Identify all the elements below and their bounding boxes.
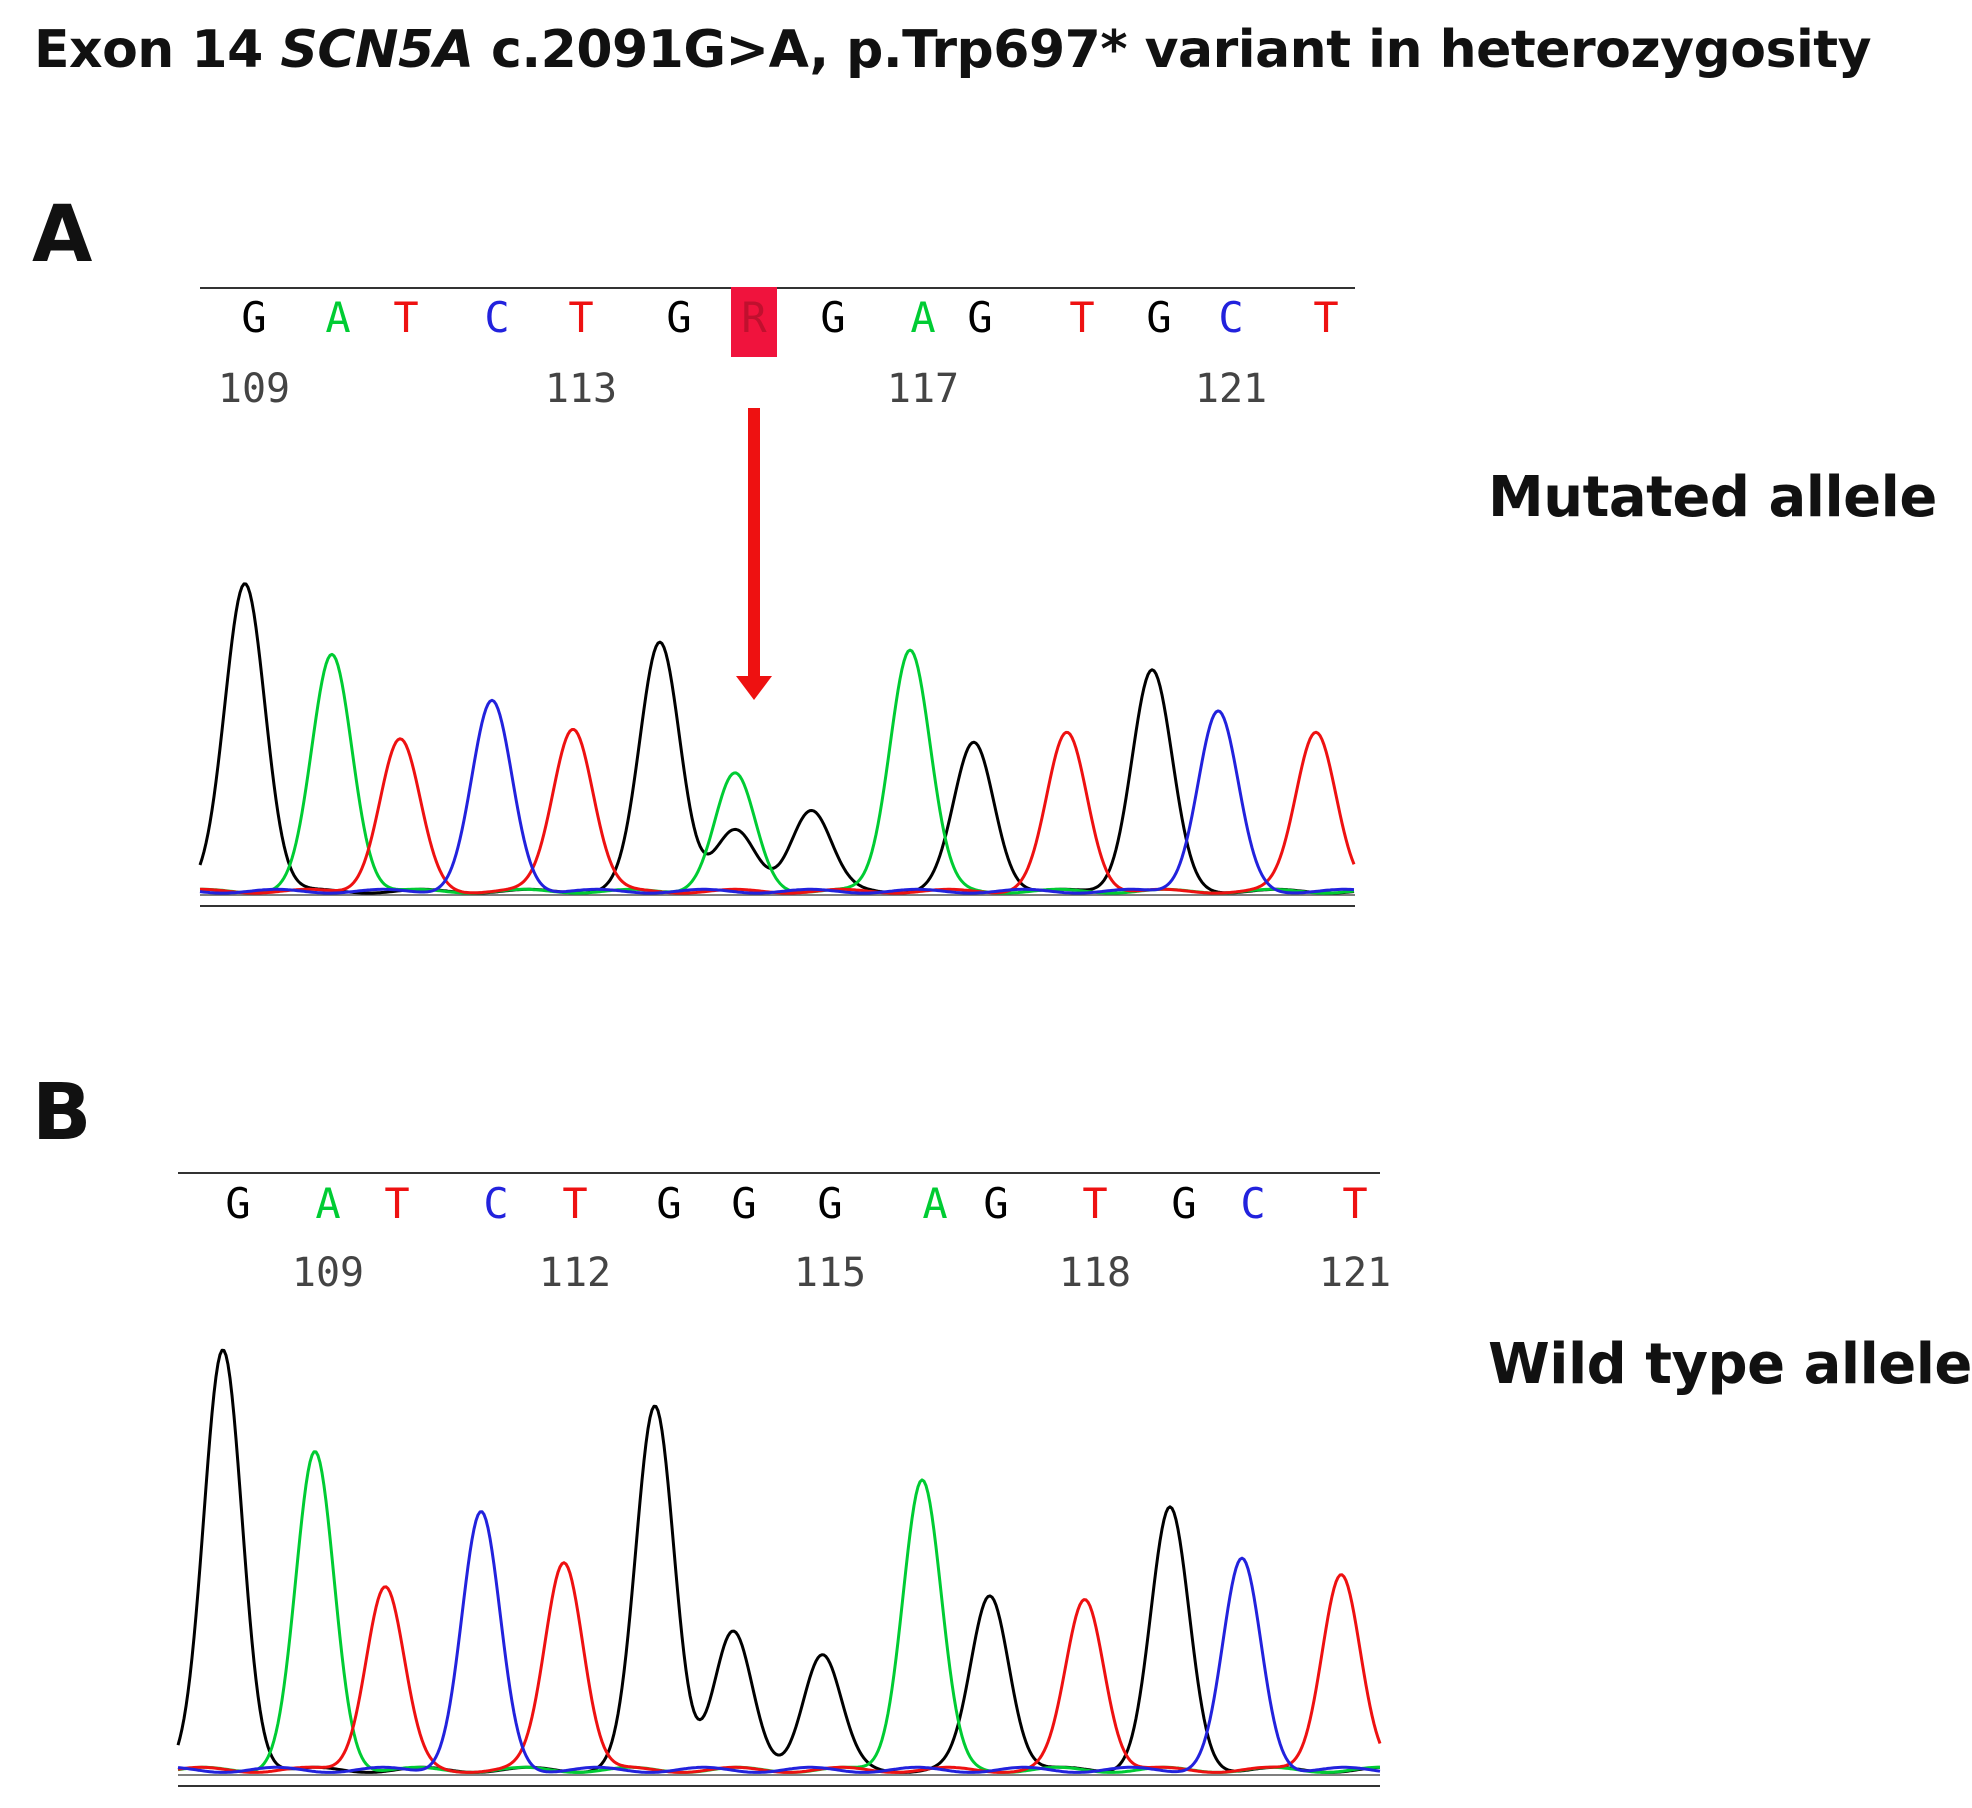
panel-a-base-call: T [393, 293, 418, 342]
panel-b-label: B [32, 1068, 92, 1158]
panel-b-base-call: G [983, 1179, 1008, 1228]
panel-a-base-call: C [484, 293, 509, 342]
panel-a-base-call: A [910, 293, 935, 342]
wildtype-allele-label: Wild type allele [1488, 1332, 1972, 1397]
panel-a-position-label: 117 [887, 366, 959, 412]
panel-a-base-call: G [241, 293, 266, 342]
panel-b-base-call: T [1342, 1179, 1367, 1228]
panel-b-base-call: A [922, 1179, 947, 1228]
panel-a-trace-C [199, 698, 1355, 895]
panel-b-base-call: T [562, 1179, 587, 1228]
panel-b-position-label: 121 [1319, 1250, 1391, 1296]
panel-b-base-call: G [225, 1179, 250, 1228]
panel-a-variant-arrow-head [736, 676, 772, 700]
panel-b-position-label: 118 [1059, 1250, 1131, 1296]
panel-b-base-call: A [315, 1179, 340, 1228]
panel-a-base-call: T [568, 293, 593, 342]
panel-b-base-call: C [1240, 1179, 1265, 1228]
panel-a-trace-G [198, 582, 1355, 895]
panel-a-base-call: C [1218, 293, 1243, 342]
panel-b-trace-G [176, 1348, 1380, 1774]
mutated-allele-label: Mutated allele [1488, 465, 1937, 530]
panel-b-position-label: 109 [292, 1250, 364, 1296]
panel-a-position-label: 121 [1195, 366, 1267, 412]
panel-a-base-call: A [325, 293, 350, 342]
panel-a-label: A [32, 190, 93, 280]
panel-b-base-call: G [656, 1179, 681, 1228]
gene-name: SCN5A [280, 20, 474, 80]
panel-b-base-call: T [1082, 1179, 1107, 1228]
panel-b-trace-A [177, 1450, 1380, 1774]
title-suffix: c.2091G>A, p.Trp697* variant in heterozy… [473, 20, 1872, 80]
panel-a-base-call: R [741, 293, 767, 342]
panel-b-trace-T [177, 1561, 1382, 1774]
panel-a-base-call: G [666, 293, 691, 342]
panel-a-variant-arrow-shaft [748, 408, 760, 678]
panel-a-base-call: G [967, 293, 992, 342]
panel-a-base-call: G [820, 293, 845, 342]
panel-a-position-label: 109 [218, 366, 290, 412]
title-prefix: Exon 14 [34, 20, 281, 80]
panel-b-base-call: G [817, 1179, 842, 1228]
panel-b-base-call: G [731, 1179, 756, 1228]
panel-b-base-call: T [384, 1179, 409, 1228]
panel-b-position-label: 112 [539, 1250, 611, 1296]
panel-a-base-call: G [1146, 293, 1171, 342]
panel-a-base-call: T [1069, 293, 1094, 342]
figure-title: Exon 14 SCN5A c.2091G>A, p.Trp697* varia… [34, 20, 1872, 80]
panel-b-base-call: G [1171, 1179, 1196, 1228]
panel-a-position-label: 113 [545, 366, 617, 412]
panel-b-trace-C [177, 1510, 1381, 1774]
panel-b-position-label: 115 [794, 1250, 866, 1296]
panel-a-variant-highlight [731, 287, 777, 357]
panel-a-base-call: T [1313, 293, 1338, 342]
panel-b-base-call: C [483, 1179, 508, 1228]
